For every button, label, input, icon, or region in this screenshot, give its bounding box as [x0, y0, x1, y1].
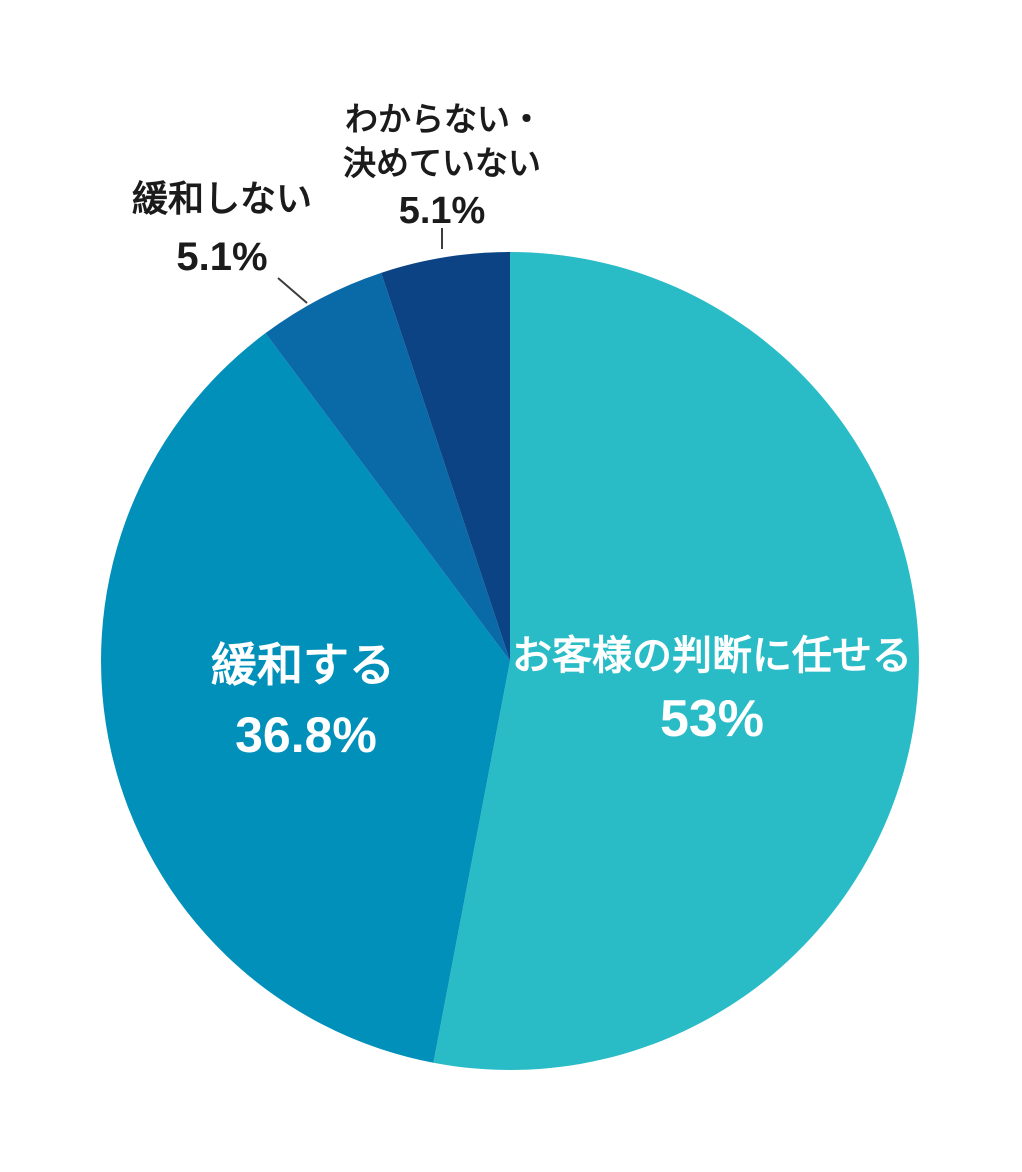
- pie-slice-undecided: [381, 252, 510, 661]
- slice-label-undecided-line2: 決めていない: [343, 144, 541, 182]
- slice-value-do-not-relax: 5.1%: [176, 235, 268, 279]
- slice-label-leave-to-customer: お客様の判断に任せる: [512, 634, 912, 678]
- slice-value-relax: 36.8%: [235, 707, 377, 763]
- pie-slice-leave-to-customer: [433, 252, 919, 1071]
- slice-label-undecided-line1: わからない・: [345, 100, 543, 138]
- slice-label-do-not-relax: 緩和しない: [131, 178, 313, 219]
- slice-label-relax: 緩和する: [211, 639, 395, 691]
- slice-value-undecided: 5.1%: [398, 190, 486, 232]
- pie-slice-do-not-relax: [265, 272, 510, 661]
- leader-lines-group: [277, 228, 443, 304]
- slice-value-leave-to-customer: 53%: [659, 690, 765, 748]
- pie-slice-relax: [100, 333, 511, 1063]
- pie-slices-group: [100, 252, 919, 1071]
- leader-line-do-not-relax: [277, 277, 308, 304]
